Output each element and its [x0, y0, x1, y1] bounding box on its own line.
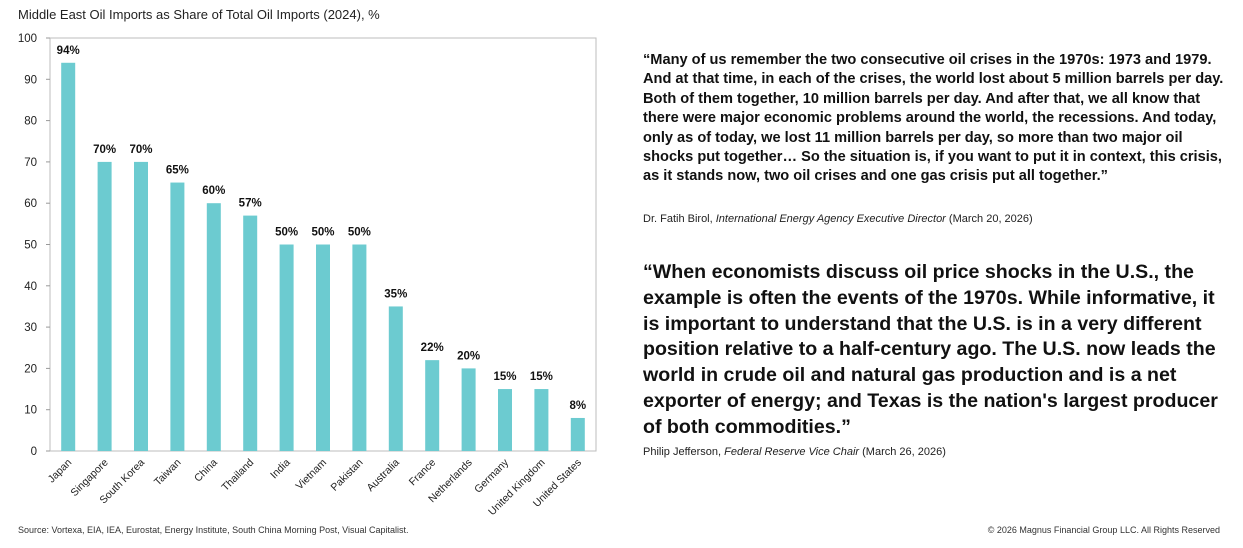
bar [316, 244, 330, 451]
quote-birol-attribution: Dr. Fatih Birol, International Energy Ag… [643, 213, 1033, 225]
quote-jefferson: “When economists discuss oil price shock… [643, 261, 1218, 438]
y-tick-label: 90 [24, 74, 37, 86]
bar [498, 389, 512, 451]
data-label: 94% [57, 45, 80, 57]
quote-jefferson-attribution: Philip Jefferson, Federal Reserve Vice C… [643, 446, 946, 458]
data-label: 22% [421, 342, 444, 354]
x-tick-label: Australia [365, 457, 402, 494]
x-tick-label: Vietnam [294, 456, 330, 492]
y-tick-label: 80 [24, 116, 37, 128]
bar [279, 244, 294, 451]
copyright-note: © 2026 Magnus Financial Group LLC. All R… [987, 525, 1220, 535]
x-tick-label: Pakistan [329, 457, 366, 494]
x-tick-label: Thailand [219, 457, 256, 494]
y-tick-label: 0 [31, 446, 37, 458]
bar [97, 161, 112, 451]
data-label: 20% [457, 350, 480, 362]
bar [425, 360, 440, 451]
data-label: 65% [166, 165, 189, 177]
quote-birol: “Many of us remember the two consecutive… [643, 52, 1224, 185]
data-label: 60% [202, 185, 225, 197]
data-label: 15% [530, 371, 553, 383]
x-tick-label: Japan [46, 457, 75, 486]
data-label: 15% [493, 371, 516, 383]
data-label: 50% [348, 227, 371, 239]
bar [461, 368, 476, 451]
source-note: Source: Vortexa, EIA, IEA, Eurostat, Ene… [18, 525, 409, 535]
data-label: 70% [93, 144, 116, 156]
data-label: 70% [129, 144, 152, 156]
bar [243, 215, 258, 451]
y-tick-label: 100 [18, 33, 37, 45]
y-tick-label: 50 [24, 240, 37, 252]
x-tick-label: India [268, 457, 293, 482]
x-tick-label: Taiwan [152, 457, 184, 489]
bar [352, 244, 367, 451]
quote-jefferson-role: Federal Reserve Vice Chair [724, 446, 860, 458]
bar [388, 306, 403, 451]
bar [534, 389, 549, 451]
chart-title: Middle East Oil Imports as Share of Tota… [18, 7, 380, 22]
bar [206, 203, 221, 451]
x-tick-label: China [192, 457, 220, 485]
quote-jefferson-date: (March 26, 2026) [862, 446, 946, 458]
y-tick-label: 40 [24, 281, 37, 293]
bar [170, 182, 185, 452]
y-tick-label: 30 [24, 322, 37, 334]
data-label: 50% [275, 227, 298, 239]
y-tick-label: 70 [24, 157, 37, 169]
quote-birol-date: (March 20, 2026) [948, 213, 1033, 225]
y-tick-label: 60 [24, 198, 37, 210]
bar-chart: 010203040506070809010094%Japan70%Singapo… [18, 33, 597, 518]
quote-birol-role: International Energy Agency Executive Di… [715, 213, 946, 225]
data-label: 50% [311, 227, 334, 239]
bar [570, 417, 585, 451]
bar [134, 161, 148, 451]
data-label: 35% [384, 288, 407, 300]
y-tick-label: 10 [24, 405, 37, 417]
data-label: 8% [569, 400, 586, 412]
quote-jefferson-speaker: Philip Jefferson, [643, 446, 722, 458]
bar [61, 62, 76, 451]
data-label: 57% [239, 198, 262, 210]
quote-birol-speaker: Dr. Fatih Birol, [643, 213, 713, 225]
y-tick-label: 20 [24, 363, 37, 375]
x-tick-label: France [407, 457, 439, 489]
